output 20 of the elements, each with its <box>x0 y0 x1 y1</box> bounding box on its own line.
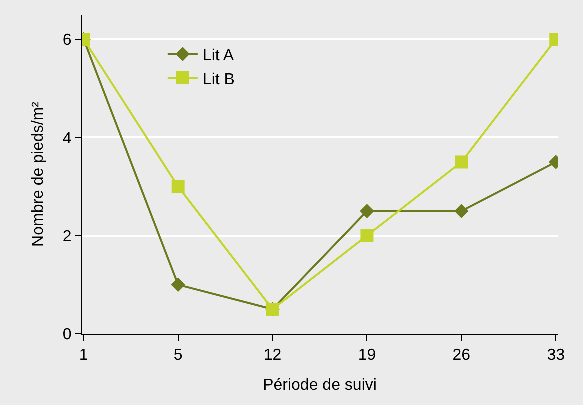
legend-label: Lit B <box>202 71 235 88</box>
point <box>171 278 186 292</box>
legend-label: Lit A <box>202 47 234 64</box>
x-tick-label: 19 <box>358 347 376 364</box>
y-tick-label: 6 <box>62 32 72 50</box>
x-tick-label: 33 <box>547 347 566 364</box>
point <box>172 180 185 194</box>
point <box>360 204 374 218</box>
x-axis-title: Période de suivi <box>263 376 377 394</box>
y-tick-label: 2 <box>62 228 72 246</box>
point <box>360 229 374 242</box>
point <box>454 204 469 218</box>
point <box>455 156 468 169</box>
x-tick-label: 1 <box>79 347 88 364</box>
x-tick-label: 26 <box>452 347 471 364</box>
x-tick-label: 12 <box>264 347 282 364</box>
y-tick-label: 4 <box>62 130 72 148</box>
y-tick-label: 0 <box>62 326 72 344</box>
y-axis-title: Nombre de pieds/m² <box>30 101 47 247</box>
x-tick-label: 5 <box>174 347 183 364</box>
